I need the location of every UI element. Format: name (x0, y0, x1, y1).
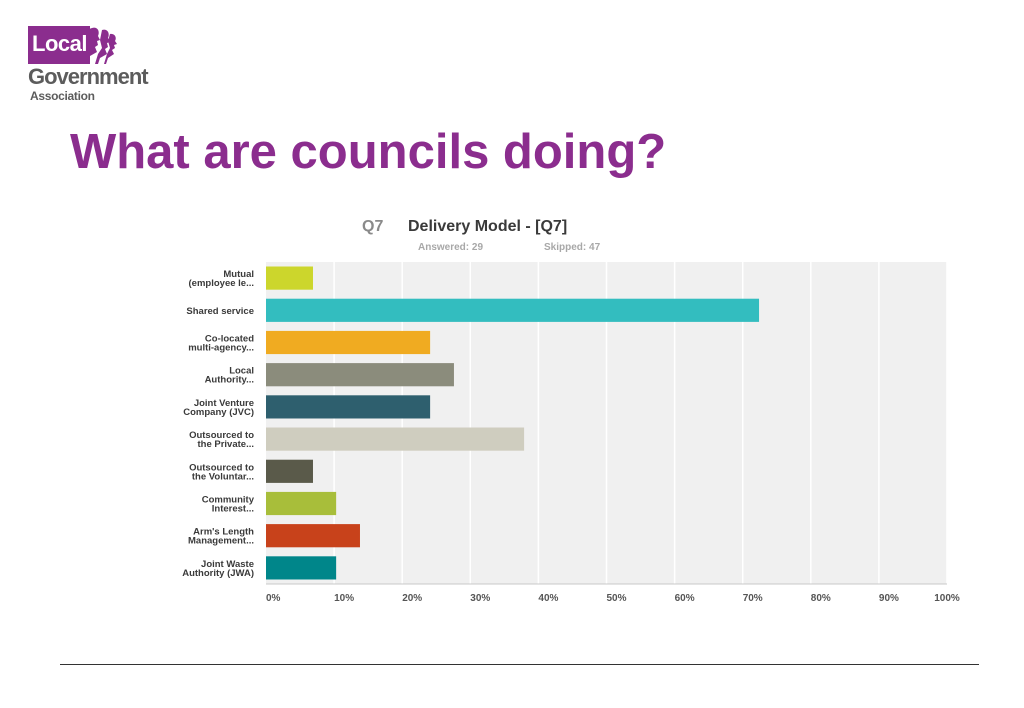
y-category-label: (employee le... (189, 278, 254, 289)
x-tick-label: 40% (538, 593, 558, 604)
page-title: What are councils doing? (70, 125, 667, 179)
y-category-label: Co-located (205, 334, 254, 345)
y-category-label: Outsourced to (189, 430, 254, 441)
bar (266, 330, 431, 355)
bar (266, 266, 313, 290)
x-tick-label: 100% (934, 593, 960, 604)
y-category-label: the Voluntar... (192, 471, 254, 482)
footer-divider (60, 664, 979, 665)
bar (266, 298, 760, 322)
logo-local-text: Local (32, 31, 87, 56)
logo-government-text: Government (28, 64, 149, 89)
logo-badge: Local (28, 26, 90, 64)
chart-title-prefix: Q7 (362, 218, 383, 235)
x-tick-label: 90% (879, 593, 899, 604)
y-category-label: Mutual (223, 269, 254, 280)
y-category-label: Joint Venture (194, 398, 254, 409)
y-category-label: Authority... (205, 375, 254, 386)
y-category-label: Joint Waste (201, 559, 254, 570)
y-category-label: Shared service (186, 306, 254, 317)
y-category-label: Arm's Length (193, 527, 254, 538)
x-tick-label: 80% (811, 593, 831, 604)
x-tick-label: 70% (743, 593, 763, 604)
x-tick-label: 60% (675, 593, 695, 604)
y-category-label: the Private... (198, 439, 255, 450)
y-category-label: Interest... (212, 504, 254, 515)
logo-heads-icon (86, 27, 117, 64)
y-category-label: Community (202, 495, 255, 506)
logo-association-text: Association (30, 89, 95, 103)
bar (266, 459, 313, 483)
y-category-label: Local (229, 366, 254, 377)
y-category-label: Company (JVC) (183, 407, 254, 418)
chart-skipped: Skipped: 47 (544, 242, 601, 253)
y-category-label: Outsourced to (189, 462, 254, 473)
lga-logo: Local Government Association (28, 26, 168, 106)
x-tick-label: 0% (266, 593, 281, 604)
bar (266, 363, 454, 387)
bar (266, 427, 525, 451)
x-tick-label: 10% (334, 593, 354, 604)
delivery-model-chart: Q7 Delivery Model - [Q7] Answered: 29 Sk… (120, 205, 960, 615)
x-tick-label: 30% (470, 593, 490, 604)
y-category-label: Authority (JWA) (182, 568, 254, 579)
bar (266, 556, 337, 580)
bar-chart-svg: Q7 Delivery Model - [Q7] Answered: 29 Sk… (182, 218, 960, 604)
chart-title: Delivery Model - [Q7] (408, 218, 567, 235)
x-tick-label: 20% (402, 593, 422, 604)
bar (266, 395, 431, 419)
y-category-label: multi-agency... (188, 343, 254, 354)
y-category-label: Management... (188, 536, 254, 547)
x-tick-label: 50% (607, 593, 627, 604)
bar (266, 524, 360, 548)
chart-answered: Answered: 29 (418, 242, 483, 253)
bar (266, 491, 337, 516)
